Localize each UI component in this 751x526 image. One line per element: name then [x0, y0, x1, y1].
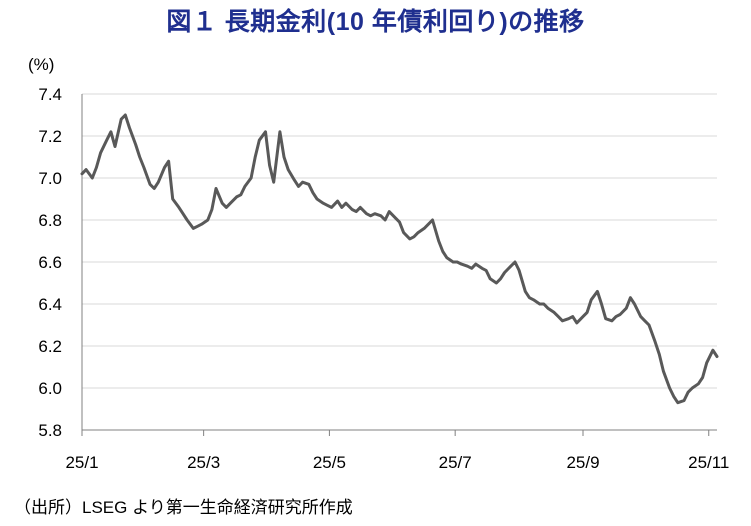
y-tick-label-6.2: 6.2 — [38, 337, 62, 356]
y-tick-label-7.0: 7.0 — [38, 169, 62, 188]
chart-title: 図１ 長期金利(10 年債利回り)の推移 — [166, 8, 585, 36]
y-axis-unit-label: (%) — [28, 55, 54, 74]
x-tick-label-25/9: 25/9 — [566, 453, 599, 472]
axes — [81, 94, 717, 436]
y-tick-label-6.0: 6.0 — [38, 379, 62, 398]
x-tick-label-25/3: 25/3 — [187, 453, 220, 472]
y-tick-label-7.4: 7.4 — [38, 85, 62, 104]
y-tick-labels: 5.8 6.0 6.2 6.4 6.6 6.8 7.0 7.2 7.4 — [38, 85, 62, 440]
x-tick-label-25/5: 25/5 — [313, 453, 346, 472]
grid-lines — [82, 93, 717, 389]
x-tick-label-25/11: 25/11 — [688, 453, 729, 472]
series-line-yield — [80, 113, 719, 405]
y-tick-label-6.4: 6.4 — [38, 295, 62, 314]
y-tick-label-5.8: 5.8 — [38, 421, 62, 440]
x-tick-label-25/7: 25/7 — [439, 453, 472, 472]
y-tick-label-7.2: 7.2 — [38, 127, 62, 146]
x-tick-labels: 25/1 25/3 25/5 25/7 25/9 25/11 — [65, 453, 729, 472]
x-tick-label-25/1: 25/1 — [65, 453, 98, 472]
y-tick-label-6.8: 6.8 — [38, 211, 62, 230]
source-note: （出所）LSEG より第一生命経済研究所作成 — [14, 498, 353, 517]
y-tick-label-6.6: 6.6 — [38, 253, 62, 272]
